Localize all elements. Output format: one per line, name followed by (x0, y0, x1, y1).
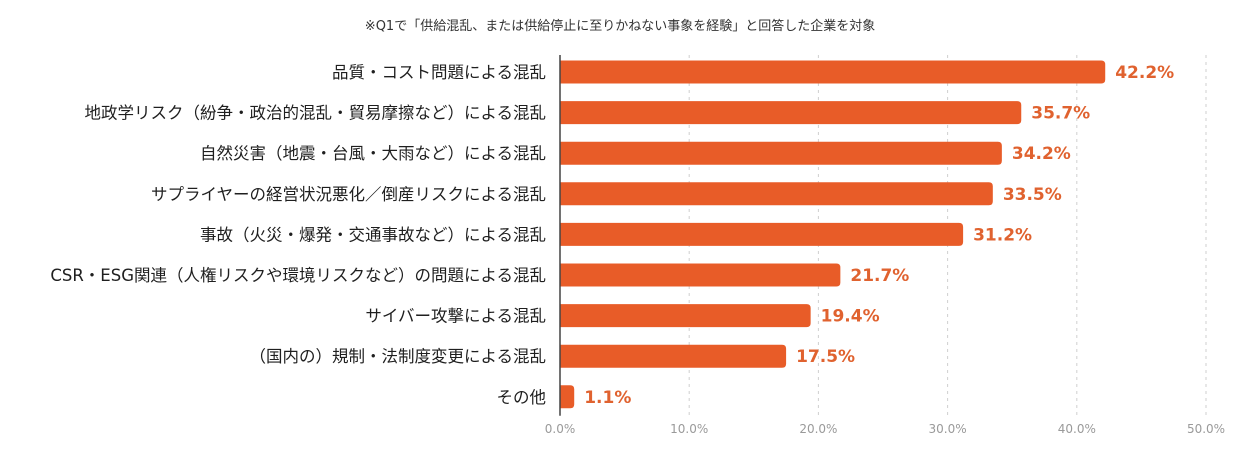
category-label: 自然災害（地震・台風・大雨など）による混乱 (200, 144, 546, 163)
value-label: 42.2% (1115, 63, 1174, 83)
bar (560, 141, 1002, 165)
value-label: 19.4% (821, 307, 880, 327)
value-label: 17.5% (796, 347, 855, 367)
bar (560, 60, 1106, 84)
bar (560, 263, 841, 287)
bars (560, 60, 1106, 409)
category-label: サイバー攻撃による混乱 (365, 307, 546, 326)
bar (560, 222, 964, 246)
category-label: 品質・コスト問題による混乱 (332, 63, 546, 82)
bar (560, 182, 993, 206)
bar (560, 385, 575, 409)
category-label: （国内の）規制・法制度変更による混乱 (249, 347, 546, 366)
category-label: サプライヤーの経営状況悪化／倒産リスクによる混乱 (151, 185, 546, 204)
value-label: 33.5% (1003, 185, 1062, 205)
x-tick-label: 20.0% (799, 422, 837, 436)
value-label: 35.7% (1031, 104, 1090, 124)
value-label: 21.7% (850, 266, 909, 286)
chart-note: ※Q1で「供給混乱、または供給停止に至りかねない事象を経験」と回答した企業を対象 (365, 18, 875, 34)
category-label: その他 (497, 388, 547, 407)
x-tick-label: 30.0% (929, 422, 967, 436)
x-tick-label: 10.0% (670, 422, 708, 436)
x-tick-label: 40.0% (1058, 422, 1096, 436)
bar (560, 101, 1022, 125)
labels: ※Q1で「供給混乱、または供給停止に至りかねない事象を経験」と回答した企業を対象… (50, 18, 1225, 436)
bar (560, 304, 811, 328)
category-label: 事故（火災・爆発・交通事故など）による混乱 (200, 225, 546, 244)
value-label: 31.2% (973, 225, 1032, 245)
category-label: 地政学リスク（紛争・政治的混乱・貿易摩擦など）による混乱 (84, 104, 546, 123)
x-tick-label: 0.0% (545, 422, 576, 436)
x-tick-label: 50.0% (1187, 422, 1225, 436)
category-label: CSR・ESG関連（人権リスクや環境リスクなど）の問題による混乱 (50, 266, 546, 285)
value-label: 34.2% (1012, 144, 1071, 164)
bar (560, 344, 787, 368)
value-label: 1.1% (584, 388, 631, 408)
